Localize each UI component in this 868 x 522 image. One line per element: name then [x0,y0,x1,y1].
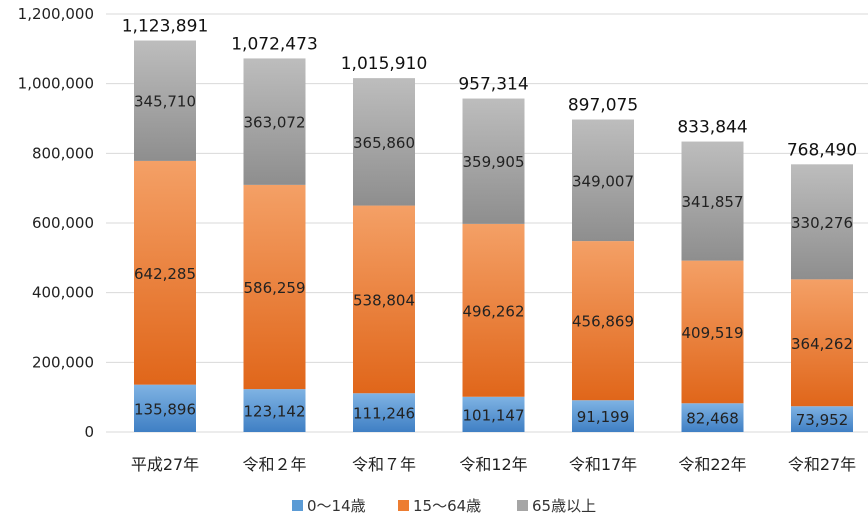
total-value-label: 897,075 [568,96,638,116]
x-tick-label: 平成27年 [131,455,199,474]
bar-segment [353,205,415,394]
bar-segment [243,58,306,185]
legend-swatch [292,500,303,511]
total-value-label: 1,015,910 [341,54,428,74]
y-axis: 0 200,000 400,000 600,000 800,000 1,000,000 1,… [18,5,94,441]
x-axis: 平成27年 令和２年 令和７年 令和12年 令和17年 令和22年 令和27年 [131,455,856,474]
legend: 0～14歳 15～64歳 65歳以上 [292,497,596,515]
y-tick-label: 0 [84,423,94,441]
bar-segment [462,396,525,432]
x-tick-label: 令和27年 [788,455,856,474]
bar-segment [243,184,306,390]
total-value-label: 1,123,891 [122,17,209,37]
bar-segment [791,279,853,407]
bar-segment [791,406,853,432]
segment-value-label: 586,259 [243,279,305,297]
bar-segment [681,403,744,432]
x-tick-label: 令和22年 [678,455,746,474]
y-tick-label: 600,000 [32,214,94,232]
y-tick-label: 1,000,000 [18,75,94,93]
x-tick-label: 令和７年 [352,455,416,474]
segment-value-label: 642,285 [134,265,196,283]
bars [134,40,853,432]
legend-swatch [398,500,409,511]
bar-segment [243,389,306,432]
segment-value-label: 341,857 [681,193,743,211]
bar-segment [681,141,744,261]
bar-segment [134,160,196,385]
segment-value-label: 409,519 [681,324,743,342]
total-value-label: 1,072,473 [231,34,318,54]
segment-value-label: 345,710 [134,93,196,111]
segment-value-label: 365,860 [353,134,415,152]
bar-segment [462,98,525,224]
segment-value-label: 456,869 [572,313,634,331]
segment-value-label: 363,072 [243,114,305,132]
y-tick-label: 200,000 [32,353,94,371]
bar-segment [681,260,744,404]
total-value-label: 833,844 [677,118,747,138]
bar-segment [791,164,853,280]
bar-segment [572,119,634,242]
bar-segment [462,223,525,397]
segment-value-label: 359,905 [462,153,524,171]
legend-entry-label: 0～14歳 [307,497,366,515]
segment-value-label: 538,804 [353,291,415,309]
legend-entry-label: 65歳以上 [532,497,596,515]
x-tick-label: 令和12年 [459,455,527,474]
segment-value-label: 111,246 [353,405,415,423]
y-tick-label: 800,000 [32,144,94,162]
segment-value-label: 349,007 [572,172,634,190]
total-value-label: 957,314 [458,75,528,95]
bar-segment [353,393,415,432]
bar-segment [134,40,196,161]
legend-entry-label: 15～64歳 [413,497,481,515]
segment-value-label: 364,262 [791,335,853,353]
segment-value-label: 496,262 [462,302,524,320]
y-tick-label: 1,200,000 [18,5,94,23]
x-tick-label: 令和２年 [242,455,306,474]
bar-segment [572,241,634,401]
x-tick-label: 令和17年 [569,455,637,474]
legend-swatch [517,500,528,511]
bar-segment [134,384,196,432]
segment-value-label: 82,468 [686,410,739,428]
segment-value-label: 101,147 [462,406,524,424]
segment-value-label: 135,896 [134,400,196,418]
segment-value-label: 123,142 [243,403,305,421]
segment-value-label: 330,276 [791,214,853,232]
bar-segment [572,400,634,432]
total-value-label: 768,490 [787,140,857,160]
segment-value-label: 73,952 [796,411,849,429]
segment-value-label: 91,199 [577,408,630,426]
bar-segment [353,78,415,206]
y-tick-label: 400,000 [32,284,94,302]
data-labels: 135,896 642,285 345,710 1,123,891 123,142 586… [122,17,857,430]
